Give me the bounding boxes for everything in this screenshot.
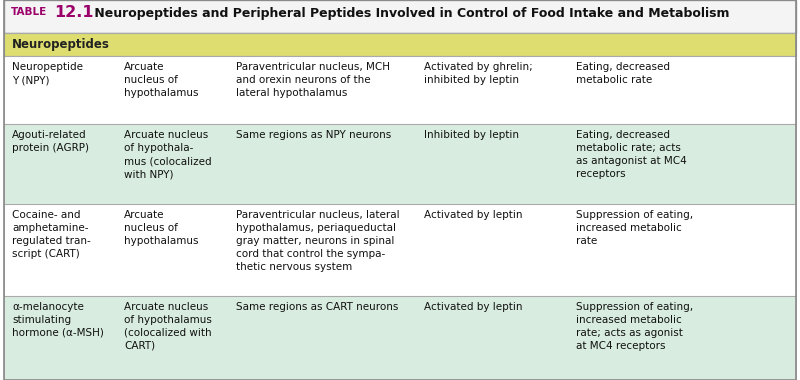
Text: Same regions as NPY neurons: Same regions as NPY neurons xyxy=(236,130,391,140)
Text: Arcuate
nucleus of
hypothalamus: Arcuate nucleus of hypothalamus xyxy=(124,210,198,246)
Text: Activated by ghrelin;
inhibited by leptin: Activated by ghrelin; inhibited by lepti… xyxy=(424,62,533,86)
Text: Arcuate nucleus
of hypothala-
mus (colocalized
with NPY): Arcuate nucleus of hypothala- mus (coloc… xyxy=(124,130,212,179)
FancyBboxPatch shape xyxy=(4,296,796,380)
Text: Cocaine- and
amphetamine-
regulated tran-
script (CART): Cocaine- and amphetamine- regulated tran… xyxy=(12,210,90,259)
Text: α-melanocyte
stimulating
hormone (α-MSH): α-melanocyte stimulating hormone (α-MSH) xyxy=(12,302,104,338)
Text: Arcuate
nucleus of
hypothalamus: Arcuate nucleus of hypothalamus xyxy=(124,62,198,98)
Text: Neuropeptide
Y (NPY): Neuropeptide Y (NPY) xyxy=(12,62,83,86)
Text: Eating, decreased
metabolic rate: Eating, decreased metabolic rate xyxy=(576,62,670,86)
Text: Neuropeptides: Neuropeptides xyxy=(12,38,110,51)
FancyBboxPatch shape xyxy=(4,204,796,296)
Text: Paraventricular nucleus, lateral
hypothalamus, periaqueductal
gray matter, neuro: Paraventricular nucleus, lateral hypotha… xyxy=(236,210,400,272)
Text: Activated by leptin: Activated by leptin xyxy=(424,210,522,220)
Text: Inhibited by leptin: Inhibited by leptin xyxy=(424,130,519,140)
Text: Neuropeptides and Peripheral Peptides Involved in Control of Food Intake and Met: Neuropeptides and Peripheral Peptides In… xyxy=(90,7,730,20)
FancyBboxPatch shape xyxy=(4,33,796,56)
FancyBboxPatch shape xyxy=(4,0,796,33)
Text: Suppression of eating,
increased metabolic
rate; acts as agonist
at MC4 receptor: Suppression of eating, increased metabol… xyxy=(576,302,693,351)
Text: Eating, decreased
metabolic rate; acts
as antagonist at MC4
receptors: Eating, decreased metabolic rate; acts a… xyxy=(576,130,686,179)
Text: Activated by leptin: Activated by leptin xyxy=(424,302,522,312)
Text: 12.1: 12.1 xyxy=(54,5,94,19)
FancyBboxPatch shape xyxy=(4,56,796,124)
Text: TABLE: TABLE xyxy=(10,7,46,17)
Text: Agouti-related
protein (AGRP): Agouti-related protein (AGRP) xyxy=(12,130,89,153)
Text: Arcuate nucleus
of hypothalamus
(colocalized with
CART): Arcuate nucleus of hypothalamus (colocal… xyxy=(124,302,212,351)
Text: Paraventricular nucleus, MCH
and orexin neurons of the
lateral hypothalamus: Paraventricular nucleus, MCH and orexin … xyxy=(236,62,390,98)
Text: Suppression of eating,
increased metabolic
rate: Suppression of eating, increased metabol… xyxy=(576,210,693,246)
Text: Same regions as CART neurons: Same regions as CART neurons xyxy=(236,302,398,312)
FancyBboxPatch shape xyxy=(4,124,796,204)
